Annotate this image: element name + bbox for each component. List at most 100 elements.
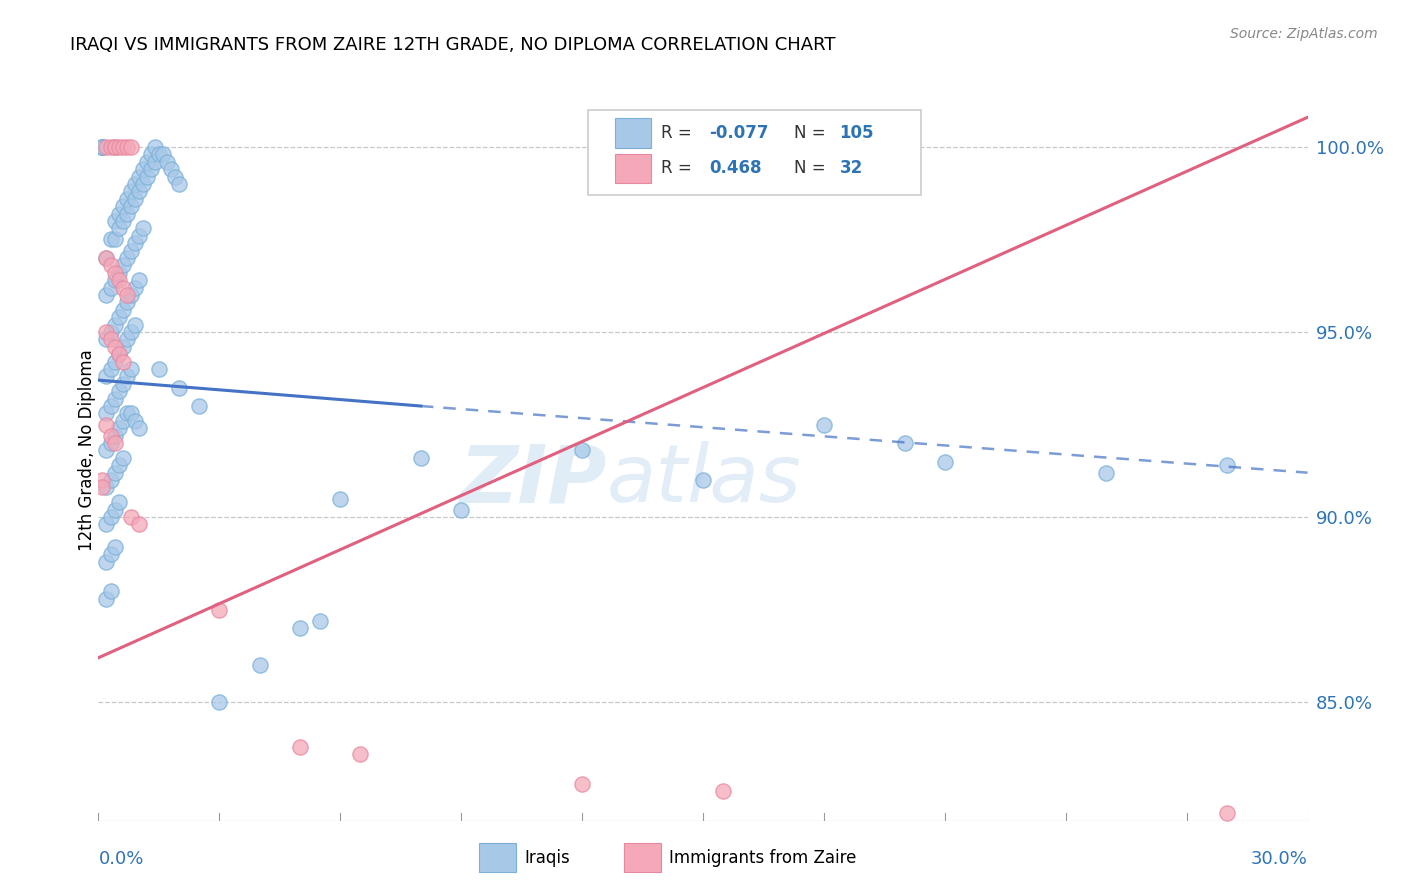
Point [115, 288, 138, 302]
FancyBboxPatch shape [588, 110, 921, 195]
Point [107, 421, 129, 435]
Point [152, 147, 174, 161]
Point [1216, 458, 1239, 473]
Point [96, 406, 118, 420]
Point [100, 140, 122, 154]
Point [103, 354, 125, 368]
Point [120, 406, 142, 420]
Point [111, 302, 134, 317]
Point [100, 473, 122, 487]
Point [107, 140, 129, 154]
Point [288, 621, 311, 635]
Point [148, 147, 170, 161]
Point [111, 376, 134, 391]
Point [571, 443, 593, 458]
Point [100, 547, 122, 561]
Point [288, 739, 311, 754]
Point [813, 417, 835, 432]
Point [124, 192, 146, 206]
Point [167, 177, 190, 191]
Point [96, 140, 118, 154]
Point [124, 280, 146, 294]
Point [103, 232, 125, 246]
Point [135, 154, 157, 169]
Point [208, 602, 231, 616]
Point [1095, 466, 1118, 480]
Point [188, 399, 211, 413]
Text: 105: 105 [839, 124, 875, 143]
FancyBboxPatch shape [624, 843, 661, 872]
Point [148, 362, 170, 376]
Point [100, 428, 122, 442]
Text: Source: ZipAtlas.com: Source: ZipAtlas.com [1230, 27, 1378, 41]
Point [91, 140, 114, 154]
Point [132, 177, 155, 191]
Text: Iraqis: Iraqis [524, 848, 569, 867]
Point [111, 199, 134, 213]
Point [107, 458, 129, 473]
Point [100, 362, 122, 376]
Point [111, 258, 134, 272]
Point [91, 140, 114, 154]
Point [111, 450, 134, 465]
Point [124, 236, 146, 251]
Point [96, 443, 118, 458]
Point [107, 495, 129, 509]
Point [120, 199, 142, 213]
Point [96, 369, 118, 384]
Point [103, 428, 125, 442]
Point [120, 325, 142, 339]
Point [934, 454, 956, 468]
Point [115, 206, 138, 220]
Text: R =: R = [661, 160, 697, 178]
Point [120, 184, 142, 198]
Point [103, 140, 125, 154]
Point [120, 288, 142, 302]
Point [111, 280, 134, 294]
Point [103, 214, 125, 228]
Point [103, 140, 125, 154]
Text: R =: R = [661, 124, 697, 143]
Point [156, 154, 179, 169]
Point [111, 340, 134, 354]
Point [711, 784, 734, 798]
Point [115, 140, 138, 154]
Point [103, 273, 125, 287]
Point [450, 502, 472, 516]
Point [124, 414, 146, 428]
Point [115, 332, 138, 346]
Point [103, 540, 125, 554]
Point [893, 436, 915, 450]
Text: -0.077: -0.077 [709, 124, 769, 143]
Point [96, 591, 118, 606]
Text: N =: N = [793, 160, 831, 178]
Point [120, 244, 142, 258]
Text: IRAQI VS IMMIGRANTS FROM ZAIRE 12TH GRADE, NO DIPLOMA CORRELATION CHART: IRAQI VS IMMIGRANTS FROM ZAIRE 12TH GRAD… [70, 36, 835, 54]
Point [128, 421, 150, 435]
Point [124, 318, 146, 332]
Point [128, 273, 150, 287]
Text: 30.0%: 30.0% [1251, 850, 1308, 868]
Point [91, 140, 114, 154]
Point [96, 251, 118, 265]
Point [571, 776, 593, 790]
Point [103, 266, 125, 280]
Point [103, 502, 125, 516]
Point [91, 480, 114, 494]
Point [409, 450, 432, 465]
Point [91, 140, 114, 154]
Point [103, 340, 125, 354]
Point [107, 347, 129, 361]
Point [107, 347, 129, 361]
FancyBboxPatch shape [614, 153, 651, 183]
Point [100, 332, 122, 346]
Point [120, 362, 142, 376]
Point [103, 392, 125, 406]
Point [135, 169, 157, 184]
FancyBboxPatch shape [479, 843, 516, 872]
Text: 0.0%: 0.0% [98, 850, 143, 868]
Point [163, 169, 186, 184]
Point [96, 554, 118, 568]
Point [349, 747, 371, 761]
Point [132, 162, 155, 177]
